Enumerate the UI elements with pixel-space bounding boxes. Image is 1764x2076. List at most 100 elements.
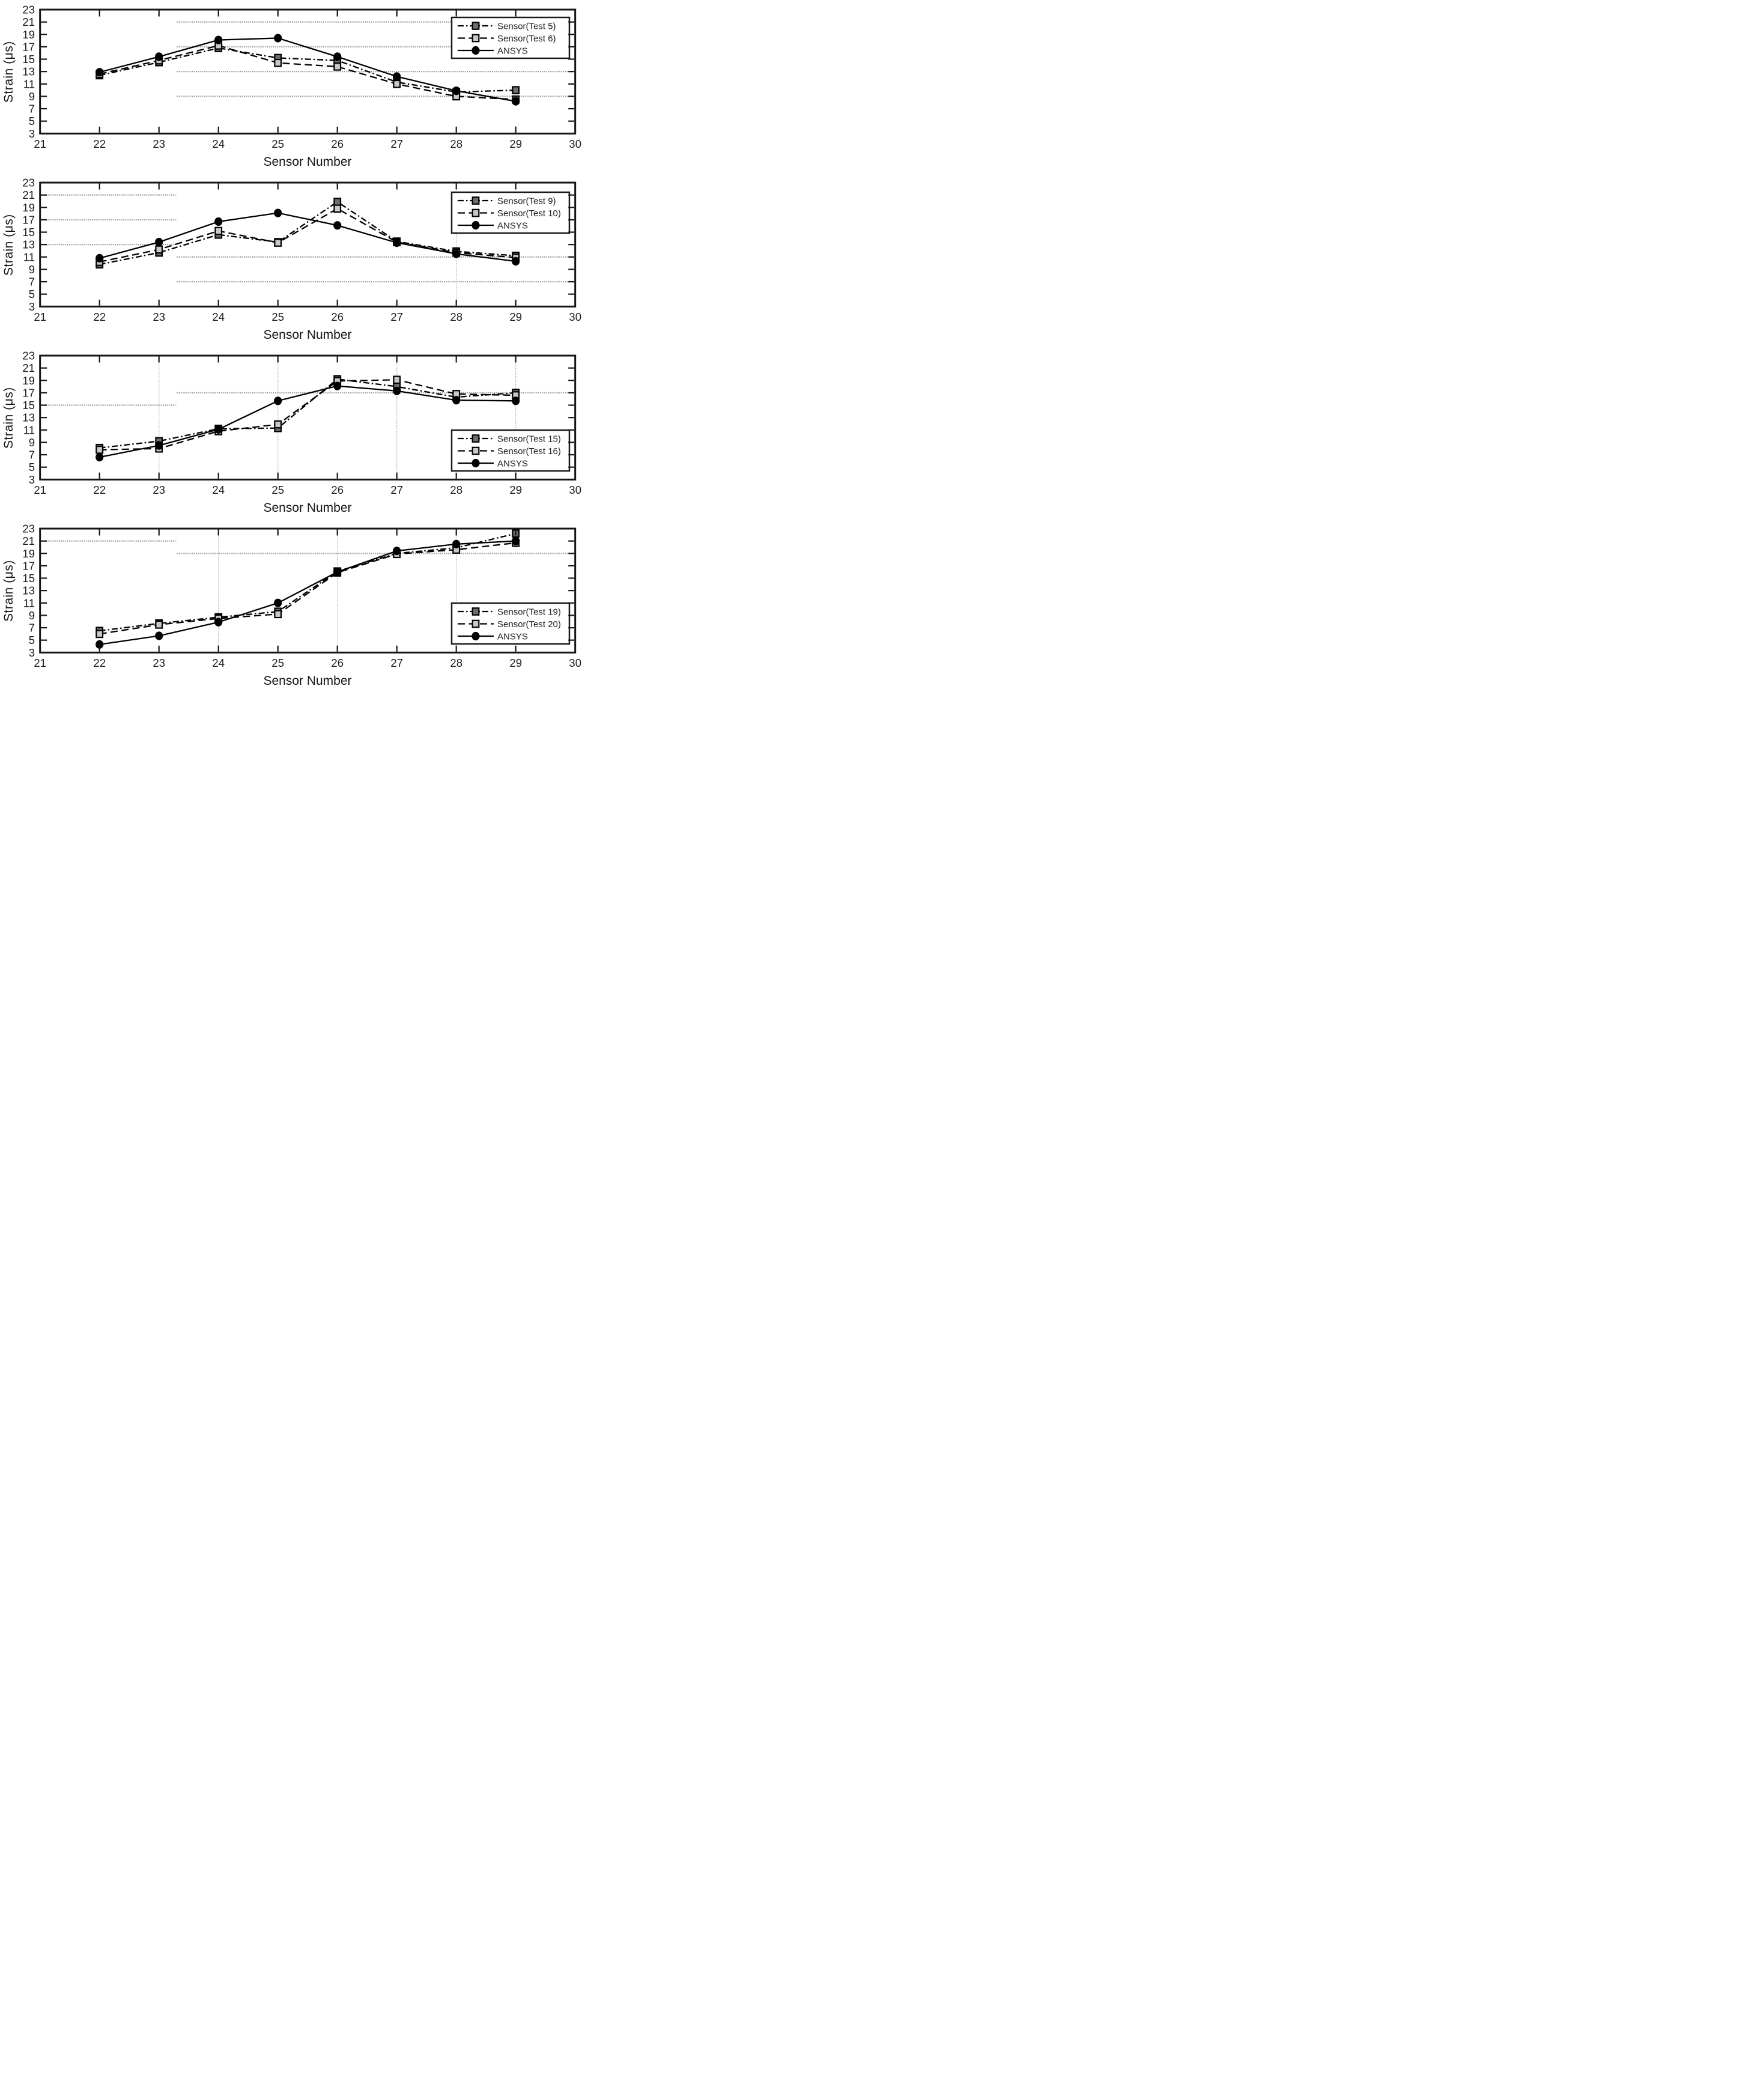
x-tick-label: 22 xyxy=(93,138,106,150)
x-tick-label: 26 xyxy=(331,484,344,496)
y-tick-label: 11 xyxy=(23,596,35,609)
ansys-circle-marker xyxy=(452,249,461,258)
x-axis-label: Sensor Number xyxy=(263,501,352,515)
x-tick-label: 27 xyxy=(390,138,403,150)
square-light-marker xyxy=(393,375,401,384)
series-markers xyxy=(95,198,520,269)
ansys-circle-marker xyxy=(274,208,282,217)
square-dark-marker xyxy=(471,607,480,616)
x-tick-label: 24 xyxy=(212,484,225,496)
ansys-circle-marker xyxy=(471,458,480,468)
series-line xyxy=(99,37,516,102)
x-tick-label: 23 xyxy=(153,311,165,323)
y-axis-label: Strain (μs) xyxy=(2,387,16,449)
chart-test19-20: Sensor(Test 19) Sensor(Test 20) ANSYS 21 22 2… xyxy=(0,519,588,692)
legend-label: Sensor(Test 6) xyxy=(497,34,556,44)
x-tick-label: 28 xyxy=(450,657,462,669)
y-tick-label: 17 xyxy=(22,386,35,399)
x-tick-label: 27 xyxy=(390,311,403,323)
square-light-marker xyxy=(274,610,282,619)
y-tick-label: 23 xyxy=(22,350,35,362)
x-tick-label: 28 xyxy=(450,138,462,150)
tick-marks xyxy=(41,10,575,133)
square-light-marker xyxy=(393,79,401,88)
x-tick-label: 30 xyxy=(569,138,581,150)
x-tick-label: 26 xyxy=(331,311,344,323)
y-tick-label: 7 xyxy=(29,622,35,634)
y-tick-label: 7 xyxy=(29,103,35,115)
y-tick-label: 5 xyxy=(29,634,35,646)
ansys-circle-marker xyxy=(452,396,461,405)
y-tick-label: 3 xyxy=(29,300,35,313)
ansys-circle-marker xyxy=(452,539,461,548)
x-tick-labels: 21 22 23 24 25 26 27 28 29 30 xyxy=(34,138,581,150)
square-dark-marker xyxy=(333,198,342,206)
x-tick-label: 29 xyxy=(509,657,522,669)
x-tick-label: 22 xyxy=(93,311,106,323)
ansys-circle-marker xyxy=(333,381,342,390)
square-light-marker xyxy=(274,420,282,429)
ansys-circle-marker xyxy=(512,536,520,545)
gridlines xyxy=(40,194,575,307)
tick-marks xyxy=(41,529,575,652)
square-light-marker xyxy=(471,446,480,455)
square-light-marker xyxy=(274,58,282,67)
x-axis-label: Sensor Number xyxy=(263,674,352,688)
y-tick-label: 19 xyxy=(22,28,35,41)
ansys-circle-marker xyxy=(274,396,282,405)
ansys-circle-marker xyxy=(393,547,401,556)
y-tick-label: 17 xyxy=(22,213,35,226)
y-tick-label: 15 xyxy=(22,226,35,238)
series-markers xyxy=(95,375,520,462)
legend-label: ANSYS xyxy=(497,221,528,231)
y-tick-label: 13 xyxy=(22,65,35,78)
series-line xyxy=(99,201,516,266)
y-tick-label: 5 xyxy=(29,115,35,127)
y-tick-label: 5 xyxy=(29,288,35,300)
series-line xyxy=(99,542,516,635)
ansys-circle-marker xyxy=(452,86,461,96)
ansys-circle-marker xyxy=(393,238,401,247)
x-tick-label: 24 xyxy=(212,657,225,669)
legend-label: Sensor(Test 16) xyxy=(497,446,561,457)
legend-label: Sensor(Test 5) xyxy=(497,22,556,32)
y-axis-label: Strain (μs) xyxy=(2,560,16,622)
series-line xyxy=(99,44,516,100)
y-tick-label: 15 xyxy=(22,399,35,411)
ansys-circle-marker xyxy=(471,46,480,55)
legend-label: Sensor(Test 20) xyxy=(497,619,561,630)
x-axis-label: Sensor Number xyxy=(263,328,352,342)
x-tick-label: 22 xyxy=(93,657,106,669)
x-tick-label: 26 xyxy=(331,657,344,669)
x-tick-label: 21 xyxy=(34,311,46,323)
square-light-marker xyxy=(95,445,104,454)
x-tick-label: 21 xyxy=(34,484,46,496)
x-axis-label: Sensor Number xyxy=(263,155,352,169)
y-tick-label: 21 xyxy=(22,189,35,201)
y-tick-label: 13 xyxy=(22,238,35,251)
series-line xyxy=(99,47,516,93)
square-light-marker xyxy=(274,238,282,247)
x-tick-label: 23 xyxy=(153,484,165,496)
y-tick-label: 19 xyxy=(22,201,35,214)
y-axis-label: Strain (μs) xyxy=(2,41,16,103)
series-line xyxy=(99,385,516,458)
y-tick-label: 9 xyxy=(29,436,35,449)
ansys-circle-marker xyxy=(95,453,104,462)
tick-marks xyxy=(41,356,575,479)
ansys-circle-marker xyxy=(155,237,163,247)
ansys-circle-marker xyxy=(155,631,163,640)
x-tick-label: 24 xyxy=(212,311,225,323)
x-tick-label: 25 xyxy=(271,311,284,323)
x-tick-label: 24 xyxy=(212,138,225,150)
chart-test5-6: Sensor(Test 5) Sensor(Test 6) ANSYS 21 22 23 2… xyxy=(0,0,588,173)
ansys-circle-marker xyxy=(214,618,223,627)
x-tick-label: 22 xyxy=(93,484,106,496)
square-dark-marker xyxy=(471,196,480,205)
square-light-marker xyxy=(333,62,342,71)
y-tick-label: 13 xyxy=(22,584,35,597)
y-tick-label: 5 xyxy=(29,461,35,473)
